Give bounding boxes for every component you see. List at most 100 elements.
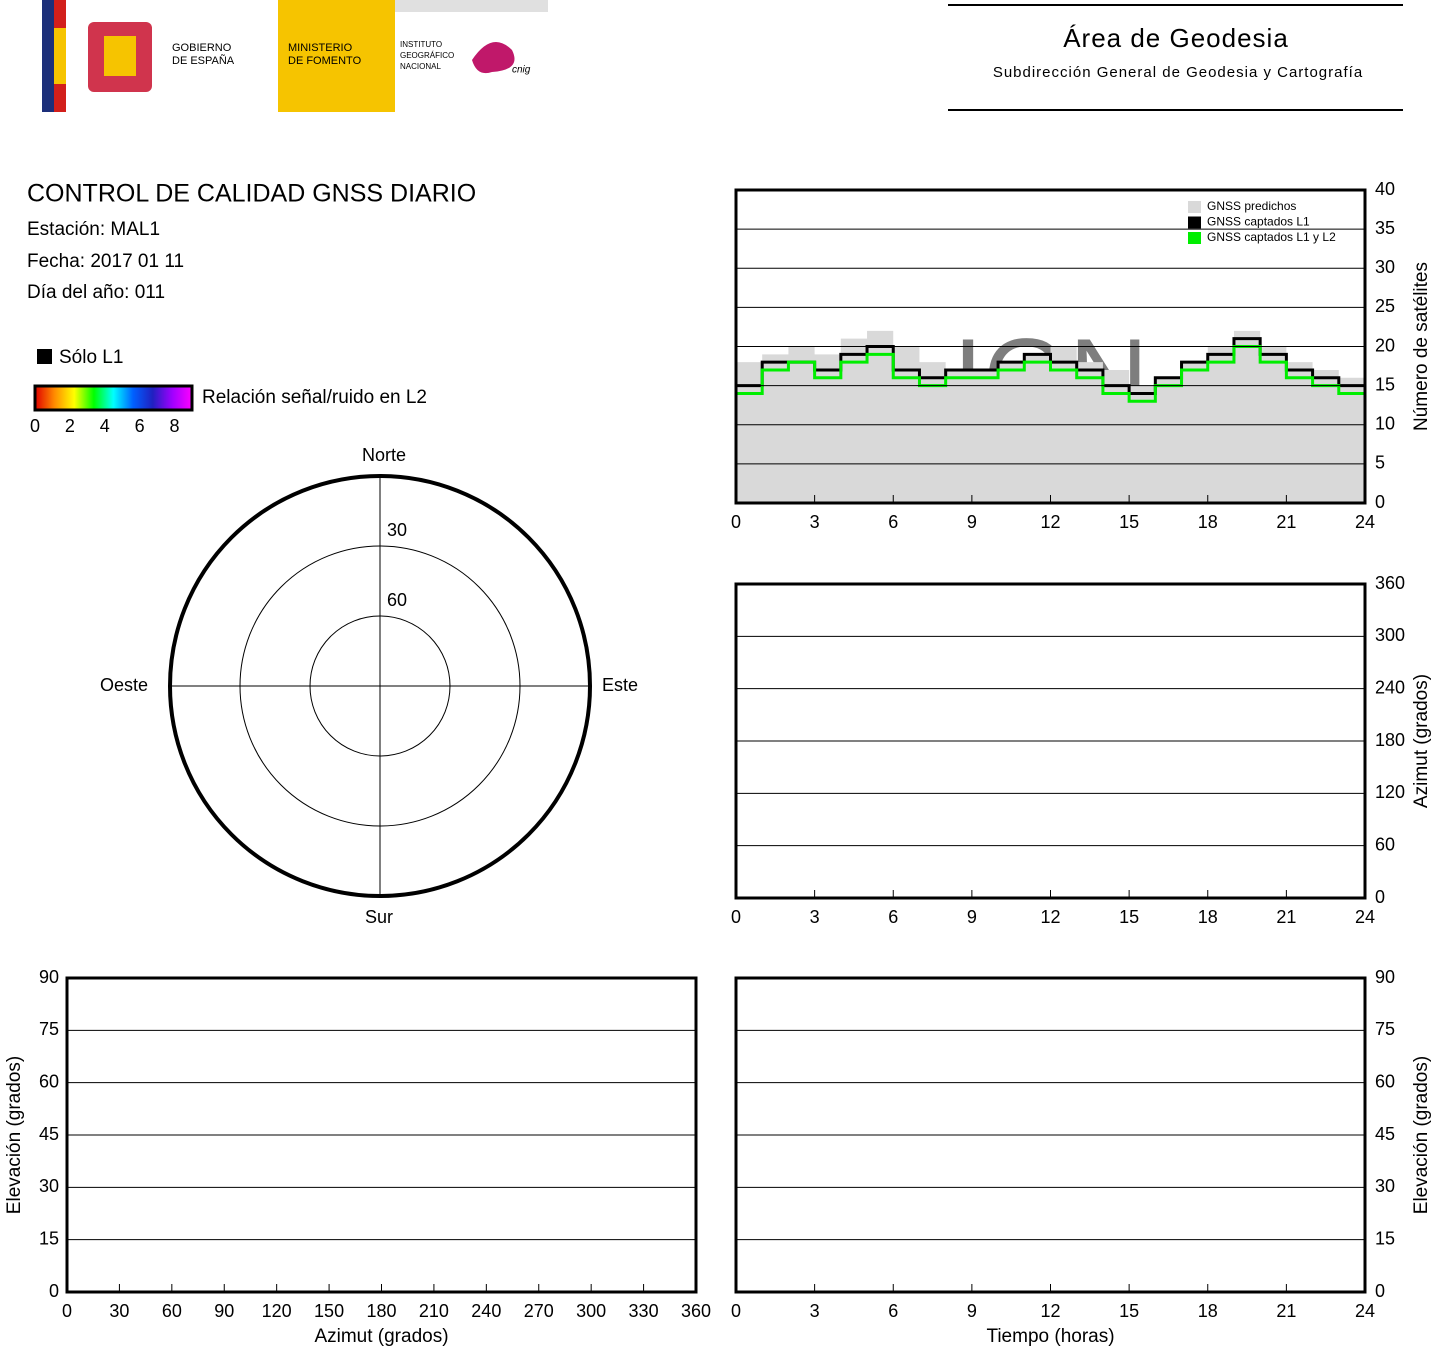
x-tick-label: 330 [629,1301,659,1321]
y-tick-label: 60 [1375,834,1395,854]
grid-circle [239,545,521,827]
x-tick-label: 0 [731,512,741,532]
y-tick-label: 35 [1375,218,1395,238]
legend-label: GNSS captados L1 [1207,215,1310,229]
y-tick-label: 15 [1375,1228,1395,1248]
x-tick-label: 9 [967,1301,977,1321]
ign-text: INSTITUTO [400,40,442,49]
y-axis-label: Azimut (grados) [1411,674,1432,808]
y-axis-label: Elevación (grados) [1411,1056,1432,1214]
y-tick-label: 10 [1375,414,1395,434]
x-tick-label: 60 [162,1301,182,1321]
legend-label: GNSS captados L1 y L2 [1207,230,1336,244]
y-tick-label: 60 [1375,1071,1395,1091]
cardinal: Norte [362,445,406,465]
y-tick-label: 30 [1375,257,1395,277]
x-tick-label: 120 [262,1301,292,1321]
colorbar-tick-label: 4 [100,416,110,436]
x-tick-label: 90 [214,1301,234,1321]
gov-text: DE ESPAÑA [172,54,235,67]
y-tick-label: 60 [39,1071,59,1091]
plot-frame [65,976,698,1294]
x-tick-label: 15 [1119,907,1139,927]
y-tick-label: 15 [1375,374,1395,394]
x-tick-label: 3 [810,907,820,927]
l1-swatch [37,349,52,364]
x-axis-label: Tiempo (horas) [986,1326,1114,1347]
y-tick-label: 45 [1375,1124,1395,1144]
report-title: CONTROL DE CALIDAD GNSS DIARIO [27,180,476,208]
y-tick-label: 90 [1375,967,1395,987]
station: Estación: MAL1 [27,219,160,240]
y-tick-label: 75 [1375,1019,1395,1039]
day-of-year: Día del año: 011 [27,282,165,303]
y-tick-label: 5 [1375,453,1385,473]
x-tick-label: 9 [967,907,977,927]
x-tick-label: 21 [1276,1301,1296,1321]
x-tick-label: 240 [471,1301,501,1321]
x-tick-label: 24 [1355,907,1375,927]
x-tick-label: 24 [1355,1301,1375,1321]
r-tick-label: 30 [387,520,407,540]
count-line [736,337,1367,395]
x-tick-label: 15 [1119,512,1139,532]
x-tick-label: 18 [1198,512,1218,532]
polar-frame [168,474,592,898]
x-tick-label: 0 [731,907,741,927]
y-tick-label: 45 [39,1124,59,1144]
x-tick-label: 30 [109,1301,129,1321]
cardinal: Sur [365,907,393,927]
r-tick-label: 60 [387,590,407,610]
legend-swatch [1188,201,1201,213]
y-tick-label: 300 [1375,625,1405,645]
y-tick-label: 75 [39,1019,59,1039]
gov-logo [42,0,548,112]
ign-text: GEOGRÁFICO [400,51,454,60]
x-axis-label: Azimut (grados) [314,1326,448,1347]
y-tick-label: 25 [1375,296,1395,316]
y-tick-label: 0 [1375,492,1385,512]
x-tick-label: 210 [419,1301,449,1321]
area-title: Área de Geodesia [1063,23,1289,53]
x-tick-label: 6 [888,512,898,532]
y-axis-label: Elevación (grados) [4,1056,25,1214]
colorbar-tick-label: 8 [170,416,180,436]
y-tick-label: 20 [1375,335,1395,355]
x-tick-label: 18 [1198,1301,1218,1321]
y-tick-label: 90 [39,967,59,987]
x-tick-label: 270 [524,1301,554,1321]
plot-frame [734,976,1367,1294]
y-tick-label: 120 [1375,782,1405,802]
y-tick-label: 240 [1375,677,1405,697]
x-tick-label: 21 [1276,512,1296,532]
x-tick-label: 12 [1040,907,1060,927]
x-tick-label: 0 [62,1301,72,1321]
cardinal: Oeste [100,675,148,695]
cnig-text: cnig [512,65,531,76]
y-axis-label: Número de satélites [1411,262,1432,431]
colorbar-tick-label: 6 [135,416,145,436]
gov-text: GOBIERNO [172,42,232,54]
plot-frame [734,582,1367,900]
colorbar-tick-label: 0 [30,416,40,436]
cardinal: Este [602,675,638,695]
x-tick-label: 12 [1040,1301,1060,1321]
ign-text: NACIONAL [400,62,441,71]
x-tick-label: 3 [810,1301,820,1321]
x-tick-label: 180 [366,1301,396,1321]
colorbar [33,384,194,412]
ministry-text: MINISTERIO [288,42,353,54]
x-tick-label: 9 [967,512,977,532]
x-tick-label: 6 [888,907,898,927]
y-tick-label: 180 [1375,730,1405,750]
ministry-text: DE FOMENTO [288,55,362,67]
legend-swatch [1188,216,1201,229]
colorbar-tick-label: 2 [65,416,75,436]
x-tick-label: 15 [1119,1301,1139,1321]
y-tick-label: 0 [1375,1281,1385,1301]
x-tick-label: 3 [810,512,820,532]
date: Fecha: 2017 01 11 [27,251,184,272]
x-tick-label: 0 [731,1301,741,1321]
y-tick-label: 0 [49,1281,59,1301]
